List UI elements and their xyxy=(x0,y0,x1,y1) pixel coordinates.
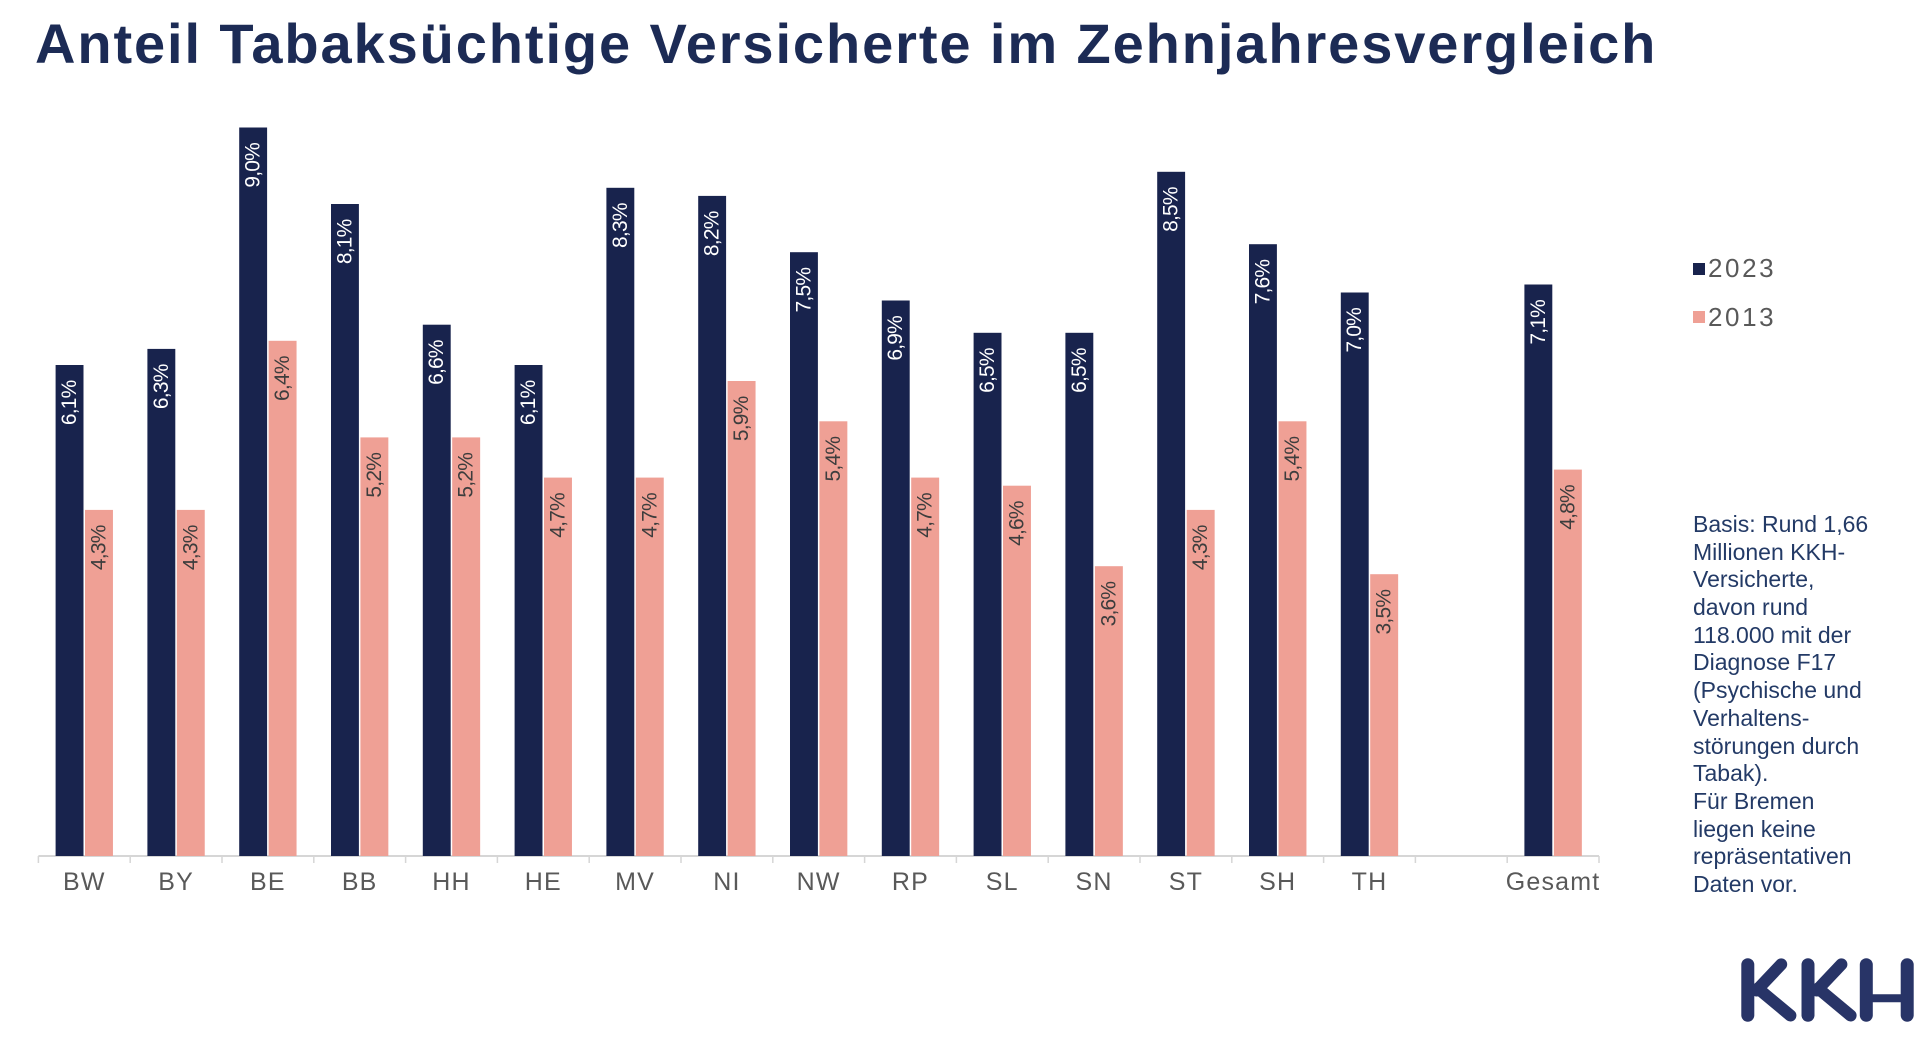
svg-text:8,3%: 8,3% xyxy=(609,203,632,248)
svg-text:NW: NW xyxy=(797,868,841,896)
svg-text:4,3%: 4,3% xyxy=(179,525,202,570)
svg-text:4,3%: 4,3% xyxy=(88,525,111,570)
svg-text:4,8%: 4,8% xyxy=(1556,485,1579,530)
svg-text:6,1%: 6,1% xyxy=(58,380,81,425)
svg-text:BW: BW xyxy=(63,868,106,896)
svg-text:RP: RP xyxy=(892,868,929,896)
svg-text:6,5%: 6,5% xyxy=(976,348,999,393)
svg-text:8,1%: 8,1% xyxy=(333,219,356,264)
svg-text:HE: HE xyxy=(525,868,562,896)
svg-text:HH: HH xyxy=(432,868,471,896)
svg-text:4,6%: 4,6% xyxy=(1006,501,1029,546)
svg-text:6,5%: 6,5% xyxy=(1068,348,1091,393)
svg-text:6,4%: 6,4% xyxy=(271,356,294,401)
svg-text:7,5%: 7,5% xyxy=(792,268,815,313)
svg-text:7,1%: 7,1% xyxy=(1527,300,1550,345)
svg-text:5,2%: 5,2% xyxy=(455,453,478,498)
svg-text:MV: MV xyxy=(615,868,655,896)
svg-text:6,1%: 6,1% xyxy=(517,380,540,425)
svg-text:8,2%: 8,2% xyxy=(701,211,724,256)
svg-text:6,6%: 6,6% xyxy=(425,340,448,385)
svg-text:6,9%: 6,9% xyxy=(884,316,907,361)
svg-text:3,5%: 3,5% xyxy=(1373,590,1396,635)
svg-text:8,5%: 8,5% xyxy=(1160,187,1183,232)
svg-text:ST: ST xyxy=(1169,868,1203,896)
svg-text:3,6%: 3,6% xyxy=(1097,582,1120,627)
svg-text:SN: SN xyxy=(1076,868,1113,896)
svg-text:BY: BY xyxy=(158,868,194,896)
svg-text:5,2%: 5,2% xyxy=(363,453,386,498)
svg-text:4,7%: 4,7% xyxy=(547,493,570,538)
svg-text:4,3%: 4,3% xyxy=(1189,525,1212,570)
svg-text:6,3%: 6,3% xyxy=(150,364,173,409)
svg-text:SH: SH xyxy=(1259,868,1296,896)
svg-text:Gesamt: Gesamt xyxy=(1506,868,1601,896)
svg-text:SL: SL xyxy=(986,868,1019,896)
svg-text:BE: BE xyxy=(250,868,286,896)
svg-text:4,7%: 4,7% xyxy=(638,493,661,538)
svg-text:7,6%: 7,6% xyxy=(1252,260,1275,305)
svg-text:5,4%: 5,4% xyxy=(1281,437,1304,482)
svg-text:5,9%: 5,9% xyxy=(730,396,753,441)
svg-text:4,7%: 4,7% xyxy=(914,493,937,538)
svg-text:NI: NI xyxy=(713,868,740,896)
svg-text:BB: BB xyxy=(342,868,378,896)
svg-text:TH: TH xyxy=(1352,868,1388,896)
svg-text:5,4%: 5,4% xyxy=(822,437,845,482)
svg-text:9,0%: 9,0% xyxy=(242,143,265,188)
svg-text:7,0%: 7,0% xyxy=(1343,308,1366,353)
